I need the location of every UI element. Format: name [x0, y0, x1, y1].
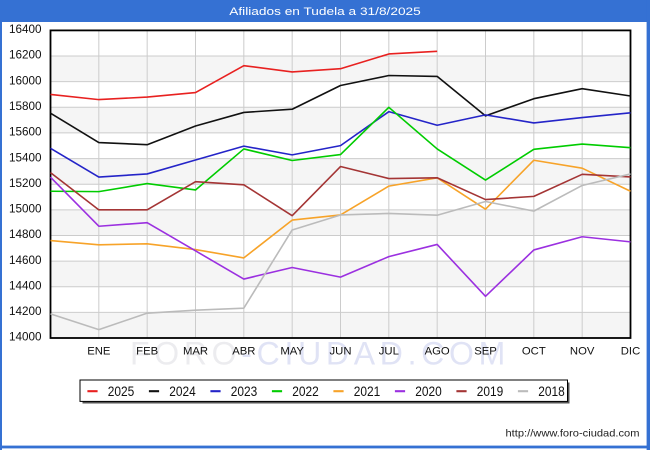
svg-text:2025: 2025: [108, 384, 135, 399]
svg-text:NOV: NOV: [570, 346, 595, 358]
svg-text:2022: 2022: [292, 384, 319, 399]
svg-text:MAR: MAR: [183, 346, 208, 358]
svg-text:MAY: MAY: [280, 346, 304, 358]
svg-text:ENE: ENE: [87, 346, 111, 358]
svg-text:14400: 14400: [9, 279, 42, 292]
svg-text:JUL: JUL: [379, 346, 399, 358]
svg-text:SEP: SEP: [474, 346, 497, 358]
svg-text:Afiliados en Tudela a 31/8/202: Afiliados en Tudela a 31/8/2025: [229, 6, 421, 18]
svg-text:16400: 16400: [9, 23, 42, 36]
svg-text:2018: 2018: [538, 384, 565, 399]
svg-text:16000: 16000: [9, 74, 42, 87]
svg-text:15600: 15600: [9, 126, 42, 139]
svg-text:http://www.foro-ciudad.com: http://www.foro-ciudad.com: [506, 428, 640, 440]
svg-text:AGO: AGO: [425, 346, 450, 358]
svg-text:16200: 16200: [9, 49, 42, 62]
svg-text:2024: 2024: [169, 384, 196, 399]
svg-text:DIC: DIC: [621, 346, 640, 358]
svg-text:15800: 15800: [9, 100, 42, 113]
svg-text:FEB: FEB: [136, 346, 158, 358]
svg-text:2023: 2023: [231, 384, 257, 399]
svg-text:14200: 14200: [9, 305, 42, 318]
svg-text:ABR: ABR: [232, 346, 255, 358]
svg-text:15400: 15400: [9, 151, 42, 164]
svg-text:15000: 15000: [9, 203, 42, 216]
svg-text:14600: 14600: [9, 254, 42, 267]
svg-text:OCT: OCT: [522, 346, 546, 358]
svg-text:2021: 2021: [354, 384, 381, 399]
svg-text:JUN: JUN: [330, 346, 352, 358]
svg-text:15200: 15200: [9, 177, 42, 190]
svg-text:14800: 14800: [9, 228, 42, 241]
svg-text:14000: 14000: [9, 331, 42, 344]
svg-text:2020: 2020: [415, 384, 442, 399]
svg-text:2019: 2019: [477, 384, 504, 399]
svg-text:FORO-CIUDAD.COM: FORO-CIUDAD.COM: [130, 336, 510, 372]
